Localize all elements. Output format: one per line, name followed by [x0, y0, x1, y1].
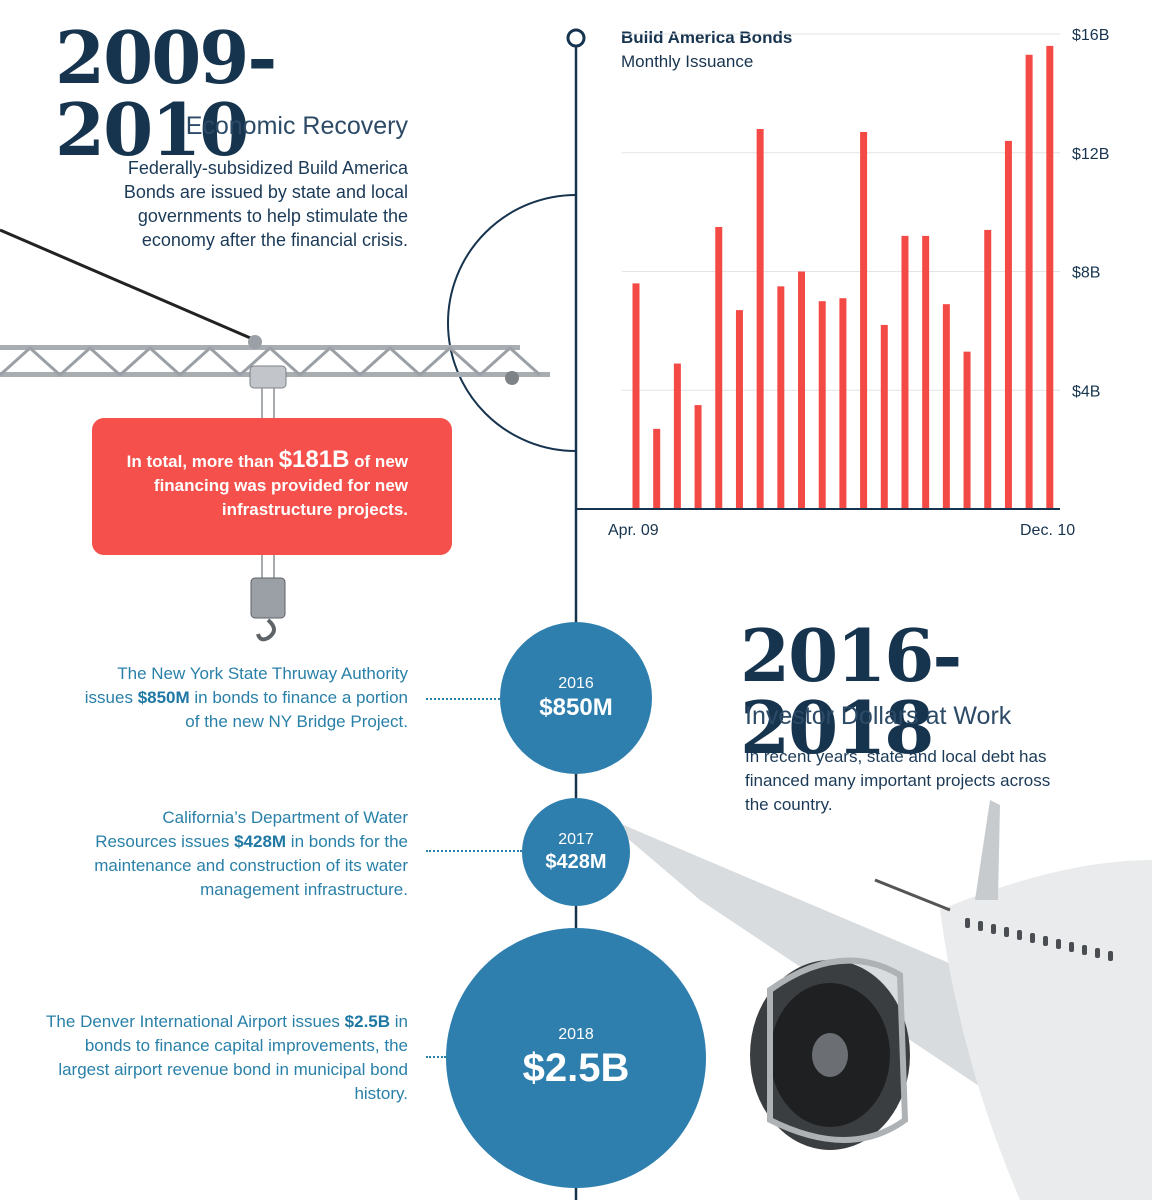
era-description-top: Federally-subsidized Build America Bonds…	[123, 158, 408, 250]
bar	[839, 298, 847, 509]
event-2018-circle: 2018 $2.5B	[446, 928, 706, 1188]
event-2017-amount: $428M	[545, 851, 607, 873]
era-subtitle-economic-recovery: Economic Recovery	[185, 112, 408, 140]
bar	[1025, 54, 1033, 509]
chart-y-ticks: $4B $8B $12B $16B	[1072, 27, 1109, 400]
callout-text-post: of new financing was provided for new in…	[153, 452, 408, 519]
y-tick-label: $12B	[1072, 146, 1109, 163]
event-2017-year: 2017	[558, 831, 594, 848]
event-2017-connector	[426, 850, 522, 852]
bar	[798, 271, 806, 509]
event-2017-amount-text: $428M	[234, 832, 287, 851]
bar	[860, 131, 868, 509]
event-2018-pre: The Denver International Airport issues	[46, 1012, 345, 1031]
event-2016-amount: $850M	[539, 694, 613, 721]
bar	[632, 283, 640, 509]
bar	[984, 229, 992, 509]
bar	[756, 129, 764, 509]
bar	[901, 235, 909, 509]
x-axis-end-label: Dec. 10	[1020, 522, 1075, 539]
era-title-2009-2010: 2009-2010	[55, 15, 277, 172]
build-america-bonds-chart: Build America Bonds Monthly Issuance $4B…	[576, 27, 1109, 539]
timeline-arc	[447, 194, 577, 452]
event-2016-year: 2016	[558, 675, 594, 692]
y-tick-label: $16B	[1072, 27, 1109, 44]
callout-text-pre: In total, more than	[126, 452, 279, 471]
bar	[1046, 45, 1054, 509]
event-2018-amount: $2.5B	[522, 1046, 630, 1090]
callout-amount: $181B	[278, 446, 350, 473]
chart-subtitle: Monthly Issuance	[621, 52, 753, 71]
bar	[777, 286, 785, 509]
event-2016-amount-text: $850M	[137, 688, 190, 707]
bar	[735, 310, 743, 509]
bar	[694, 405, 702, 509]
bar	[715, 226, 723, 509]
chart-title: Build America Bonds	[621, 28, 792, 47]
event-2017-pre: California’s Department of Water Resourc…	[95, 808, 408, 851]
event-2018-year: 2018	[558, 1026, 594, 1043]
x-axis-start-label: Apr. 09	[608, 522, 659, 539]
event-2017-post: in bonds for the maintenance and constru…	[94, 832, 408, 899]
bar	[653, 428, 661, 509]
event-2017-circle: 2017 $428M	[522, 798, 630, 906]
bar	[818, 301, 826, 509]
bar	[673, 363, 681, 509]
era-subtitle-investor-dollars: Investor Dollars at Work	[745, 702, 1012, 730]
event-2016-circle: 2016 $850M	[500, 622, 652, 774]
total-financing-callout: In total, more than $181B of new financi…	[92, 418, 452, 555]
event-2016-post: in bonds to finance a portion of the new…	[185, 688, 408, 731]
y-tick-label: $4B	[1072, 383, 1100, 400]
event-2016-connector	[426, 698, 500, 700]
event-2018-connector	[426, 1056, 446, 1058]
event-2016-text: The New York State Thruway Authority iss…	[80, 662, 408, 734]
era-description-bottom: In recent years, state and local debt ha…	[745, 747, 1051, 814]
bar	[942, 304, 950, 509]
bar	[963, 351, 971, 509]
bar	[1004, 140, 1012, 509]
era-title-2016-2018: 2016-2018	[740, 613, 962, 770]
event-2016-pre: The New York State Thruway Authority iss…	[84, 664, 408, 707]
bar	[922, 235, 930, 509]
event-2018-amount-text: $2.5B	[344, 1012, 391, 1031]
y-tick-label: $8B	[1072, 265, 1100, 282]
event-2018-text: The Denver International Airport issues …	[40, 1010, 408, 1106]
chart-bars	[632, 45, 1054, 509]
event-2017-text: California’s Department of Water Resourc…	[80, 806, 408, 902]
bar	[880, 324, 888, 509]
event-2018-post: in bonds to finance capital improvements…	[58, 1012, 408, 1103]
